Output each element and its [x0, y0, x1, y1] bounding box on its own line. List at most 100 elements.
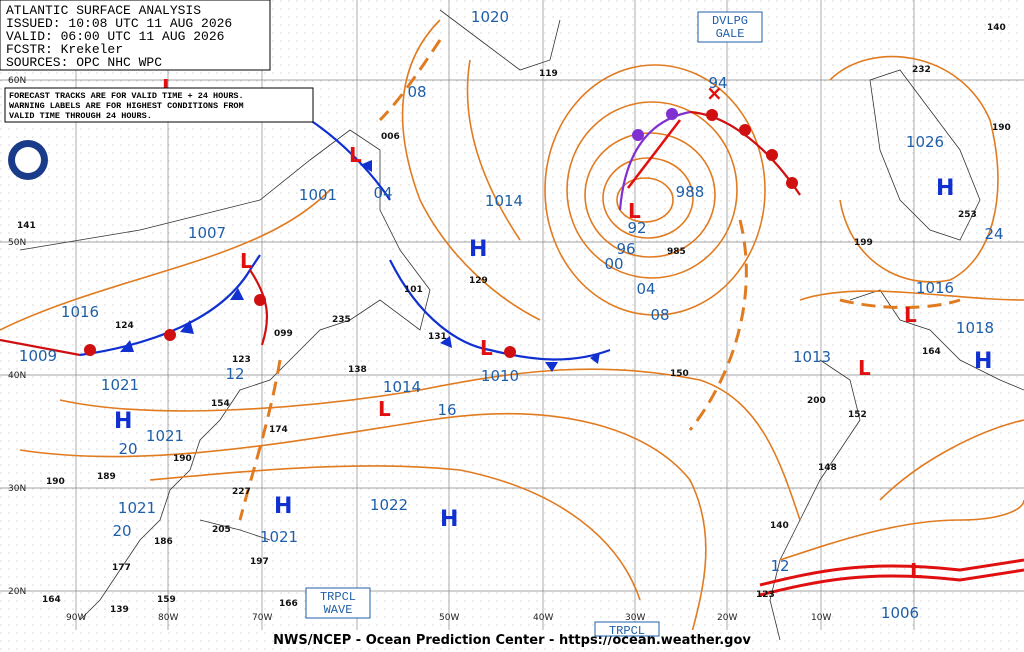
station-pressure: 186 [154, 537, 173, 547]
station-pressure: 148 [818, 463, 837, 473]
isobar-label: 1026 [906, 133, 944, 151]
high-center: H [936, 176, 954, 201]
header-box [0, 0, 271, 71]
station-pressure: 190 [992, 123, 1011, 133]
isobar-label: 92 [627, 219, 646, 237]
isobar-label: 1021 [260, 528, 298, 546]
isobar-label: 1014 [485, 192, 523, 210]
isobar [602, 157, 694, 239]
notice-line: VALID TIME THROUGH 24 HOURS. [9, 111, 152, 121]
isobar-label: 1016 [916, 279, 954, 297]
isobar-label: 12 [770, 557, 789, 575]
isobar [149, 465, 641, 601]
station-pressure: 164 [922, 347, 941, 357]
warm-front [249, 269, 269, 346]
warning-label: DVLPG GALE [712, 14, 748, 41]
station-pressure: 164 [42, 595, 61, 605]
high-center: H [974, 349, 992, 374]
isobar-label: 1001 [299, 186, 337, 204]
forecast-track [627, 119, 681, 189]
isobar-label: 988 [676, 183, 705, 201]
station-pressure: 141 [17, 221, 36, 231]
station-pressure: 174 [269, 425, 288, 435]
storm-warning-line [759, 558, 1024, 587]
station-pressure: 177 [112, 563, 131, 573]
isobar-label: 1006 [881, 604, 919, 622]
isobar [779, 499, 1024, 561]
isobar [616, 177, 674, 223]
station-pressure: 152 [848, 410, 867, 420]
station-pressure: 985 [667, 247, 686, 257]
cold-front [389, 259, 611, 361]
station-pressure: 006 [381, 132, 400, 142]
svg-text:L: L [628, 199, 641, 223]
warning-box [305, 587, 371, 619]
svg-text:L: L [378, 397, 391, 421]
isobar-label: 12 [225, 365, 244, 383]
warning-box [697, 11, 763, 43]
station-pressure: 197 [250, 557, 269, 567]
longitude-label: 40W [533, 613, 553, 623]
isobar [829, 55, 999, 283]
storm-warning-line [759, 568, 1024, 597]
station-pressure: 200 [807, 396, 826, 406]
station-pressure: 124 [115, 321, 134, 331]
isobar-label: 24 [984, 225, 1003, 243]
isobar-label: 08 [407, 83, 426, 101]
isobar [19, 412, 707, 641]
svg-text:L: L [349, 143, 362, 167]
warning-box [594, 621, 660, 637]
longitude-label: 30W [625, 613, 645, 623]
station-pressure: 199 [854, 238, 873, 248]
high-center: H [274, 494, 292, 519]
station-pressure: 138 [348, 365, 367, 375]
isobar-label: 1009 [19, 347, 57, 365]
isobar [544, 64, 766, 316]
svg-text:L: L [904, 303, 917, 327]
latitude-label: 30N [8, 484, 26, 494]
high-center: H [469, 237, 487, 262]
station-pressure: 253 [958, 210, 977, 220]
station-pressure: 123 [756, 590, 775, 600]
station-pressure: 227 [232, 487, 251, 497]
isobar [799, 290, 1024, 301]
station-pressure: 159 [157, 595, 176, 605]
isobar-label: 1022 [370, 496, 408, 514]
longitude-label: 90W [66, 613, 86, 623]
isobar-label: 1020 [471, 8, 509, 26]
longitude-label: 50W [439, 613, 459, 623]
cold-front [309, 119, 391, 201]
isobar [879, 419, 1024, 501]
station-pressure: 129 [469, 276, 488, 286]
longitude-label: 20W [717, 613, 737, 623]
station-pressure: 140 [770, 521, 789, 531]
troughs [238, 39, 961, 521]
isobar-label: 94 [708, 74, 727, 92]
longitude-label: 80W [158, 613, 178, 623]
warning-label: TRPCL [609, 624, 645, 638]
isobar-label: 00 [604, 255, 623, 273]
station-pressure: 190 [46, 477, 65, 487]
notice-box [4, 87, 314, 123]
isobar-label: 1018 [956, 319, 994, 337]
isobar [59, 368, 801, 521]
station-pressure: 154 [211, 399, 230, 409]
station-pressure: 140 [987, 23, 1006, 33]
header-issued: ISSUED: 10:08 UTC 11 AUG 2026 [6, 16, 232, 31]
warning-label: TRPCL WAVE [320, 590, 356, 617]
cold-front [79, 254, 261, 357]
svg-text:L: L [240, 249, 253, 273]
high-center: H [114, 409, 132, 434]
station-pressure: 139 [110, 605, 129, 615]
station-pressure: 123 [232, 355, 251, 365]
isobars [0, 19, 1024, 641]
notice-line: FORECAST TRACKS ARE FOR VALID TIME + 24 … [9, 91, 244, 101]
isobar-label: 96 [616, 240, 635, 258]
isobar-label: 1021 [146, 427, 184, 445]
station-pressure: 235 [332, 315, 351, 325]
longitude-label: 70W [252, 613, 272, 623]
svg-text:L: L [910, 559, 923, 583]
station-pressure: 205 [212, 525, 231, 535]
station-pressure: 189 [97, 472, 116, 482]
coastlines [19, 9, 1024, 641]
